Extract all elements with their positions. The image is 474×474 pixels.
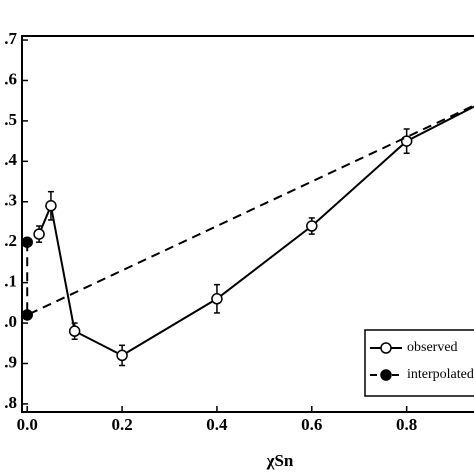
y-tick-label: .5 — [4, 110, 17, 129]
y-tick-label: .8 — [4, 393, 17, 412]
legend-marker — [380, 342, 392, 354]
x-tick-label: 0.0 — [17, 415, 38, 434]
plot-frame — [21, 35, 474, 413]
x-tick-label: 0.4 — [206, 415, 228, 434]
y-tick-label: .2 — [4, 231, 17, 250]
legend-box — [364, 329, 474, 397]
y-tick-label: .4 — [4, 150, 17, 169]
x-tick-label: 0.6 — [301, 415, 322, 434]
x-axis-label: χSn — [266, 451, 294, 470]
legend-label: interpolated — [407, 367, 474, 382]
y-tick-label: .6 — [4, 69, 17, 88]
data-point — [116, 349, 128, 362]
x-tick-label: 0.8 — [396, 415, 417, 434]
y-tick-label: .3 — [4, 191, 17, 210]
legend-marker — [380, 369, 392, 381]
series-line — [38, 105, 474, 357]
x-tick-label: 0.2 — [111, 415, 132, 434]
data-point — [21, 309, 33, 321]
data-point — [21, 236, 33, 248]
y-tick-label: .0 — [4, 312, 17, 331]
y-tick-label: .7 — [4, 29, 17, 48]
y-tick-label: .9 — [4, 352, 17, 371]
legend-label: observed — [407, 340, 458, 355]
data-point — [33, 228, 45, 240]
data-point — [306, 220, 318, 232]
data-point — [45, 200, 57, 212]
data-point — [211, 293, 223, 305]
series-line — [26, 104, 474, 317]
y-tick-label: .1 — [4, 272, 17, 291]
data-point — [68, 325, 81, 337]
